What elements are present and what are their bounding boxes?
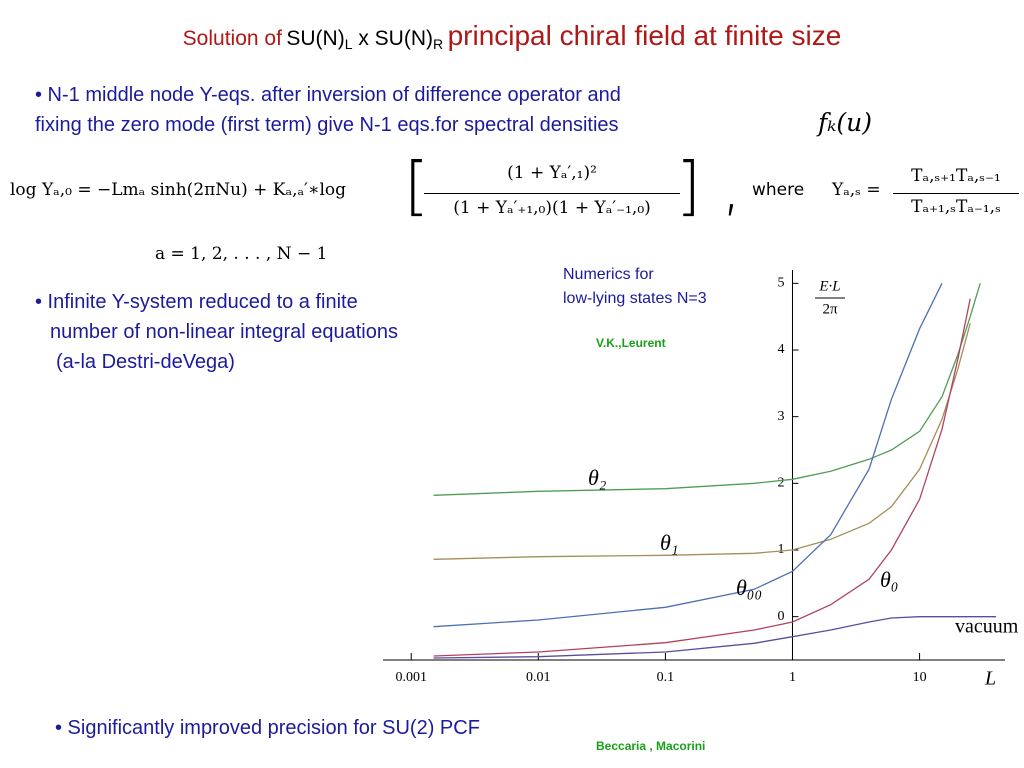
y-tick-label: 2 (777, 476, 784, 491)
series-line (433, 323, 971, 560)
title-part: Solution of (182, 27, 282, 50)
line: fixing the zero mode (first term) give N… (35, 114, 619, 136)
title-part: SU(N) (286, 27, 345, 50)
x-label: L (984, 668, 996, 690)
line: • Significantly improved precision for S… (55, 717, 480, 739)
equation: a = 1, 2, . . . , N − 1 (155, 244, 328, 264)
y-tick-label: 4 (777, 342, 784, 357)
credit: V.K.,Leurent (596, 336, 666, 350)
series-line (433, 616, 997, 659)
bracket: [ (404, 150, 429, 224)
series-line (433, 298, 971, 657)
fraction-bar (424, 193, 680, 194)
line: • Infinite Y-system reduced to a finite (35, 291, 358, 313)
formula: fₖ(u) (818, 108, 872, 137)
x-tick-label: 1 (789, 670, 796, 685)
x-tick-label: 0.01 (526, 670, 551, 685)
line: (a-la Destri-deVega) (56, 351, 235, 373)
y-tick-label: 0 (777, 609, 784, 624)
y-tick-label: 1 (777, 542, 784, 557)
numerator: (1 + Yₐ′,₁)² (507, 163, 597, 183)
bullet: • Significantly improved precision for S… (55, 713, 480, 743)
credit: Beccaria , Macorini (596, 739, 706, 753)
title-part: R (433, 36, 444, 53)
x-tick-label: 0.1 (657, 670, 675, 685)
equation: log Yₐ,₀ = −Lmₐ sinh(2πNu) + Kₐ,ₐ′∗log (10, 180, 346, 200)
title-part: x SU(N) (352, 27, 433, 50)
series-line (433, 283, 943, 628)
line: • N-1 middle node Y-eqs. after inversion… (35, 84, 621, 106)
bullet: • N-1 middle node Y-eqs. after inversion… (35, 80, 621, 140)
denominator: Tₐ₊₁,ₛTₐ₋₁,ₛ (911, 197, 1001, 217)
y-tick-label: 5 (777, 276, 784, 291)
curve-label: θ₁ (660, 530, 678, 555)
numerator: Tₐ,ₛ₊₁Tₐ,ₛ₋₁ (911, 166, 1001, 186)
note: Numerics for low-lying states N=3 (563, 263, 707, 311)
line: low-lying states N=3 (563, 290, 707, 307)
title: Solution of SU(N)L x SU(N)R principal ch… (0, 20, 1024, 52)
curve-label: θ₀₀ (736, 575, 762, 600)
title-part: L (344, 36, 353, 53)
y-label: E·L (818, 278, 840, 294)
bullet: • Infinite Y-system reduced to a finite … (35, 287, 398, 377)
title-part: principal chiral field at finite size (447, 20, 842, 51)
x-tick-label: 10 (913, 670, 927, 685)
line: Numerics for (563, 266, 654, 283)
curve-label: θ₂ (588, 465, 607, 490)
where: where (752, 180, 805, 200)
y-tick-label: 3 (777, 409, 784, 424)
x-tick-label: 0.001 (395, 670, 427, 685)
series-line (433, 283, 981, 496)
curve-label: vacuum (955, 616, 1019, 638)
y-label: 2π (822, 301, 838, 317)
denominator: (1 + Yₐ′₊₁,₀)(1 + Yₐ′₋₁,₀) (453, 198, 651, 218)
fraction-bar (893, 193, 1019, 194)
equation: Yₐ,ₛ = (832, 180, 881, 200)
line: number of non-linear integral equations (50, 321, 398, 343)
bracket: ] , (676, 150, 742, 224)
curve-label: θ₀ (880, 567, 898, 592)
